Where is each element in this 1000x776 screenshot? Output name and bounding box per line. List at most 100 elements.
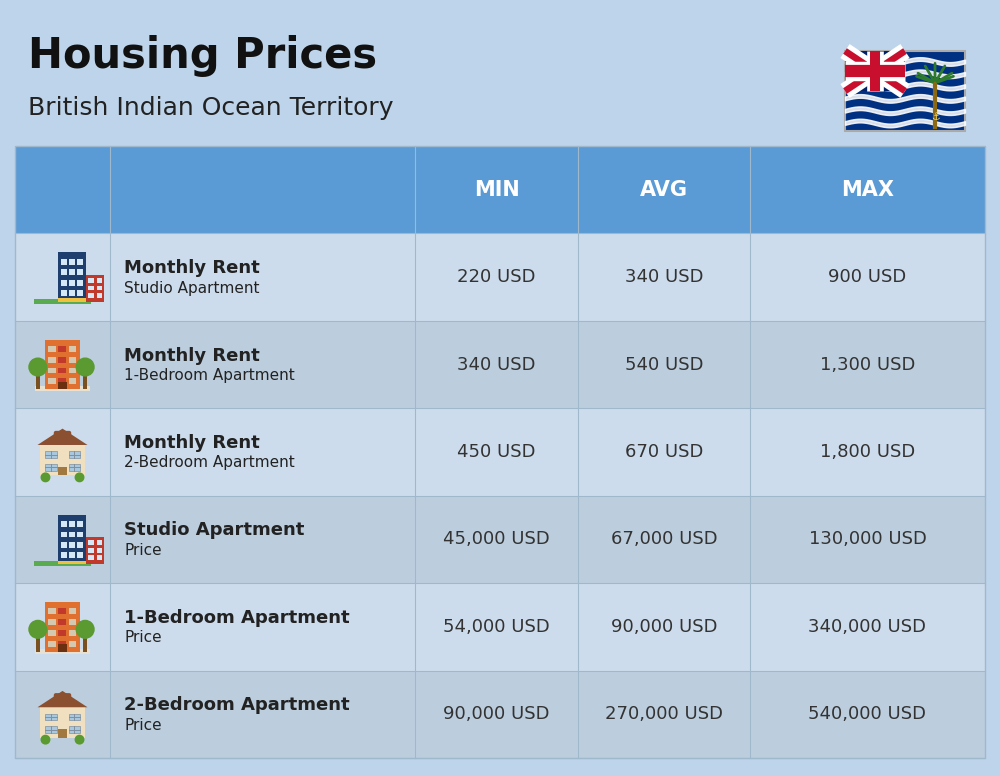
Text: 90,000 USD: 90,000 USD: [611, 618, 717, 636]
FancyBboxPatch shape: [48, 608, 56, 614]
FancyBboxPatch shape: [88, 541, 94, 546]
FancyBboxPatch shape: [77, 521, 83, 527]
FancyBboxPatch shape: [58, 560, 86, 564]
FancyBboxPatch shape: [77, 259, 83, 265]
FancyBboxPatch shape: [61, 521, 67, 527]
FancyBboxPatch shape: [61, 279, 67, 286]
FancyBboxPatch shape: [15, 408, 985, 496]
FancyBboxPatch shape: [61, 532, 67, 538]
FancyBboxPatch shape: [48, 379, 56, 384]
FancyBboxPatch shape: [58, 641, 66, 646]
FancyBboxPatch shape: [45, 726, 57, 733]
Text: 1-Bedroom Apartment: 1-Bedroom Apartment: [124, 368, 295, 383]
FancyBboxPatch shape: [83, 634, 87, 652]
FancyBboxPatch shape: [69, 608, 76, 614]
Text: Monthly Rent: Monthly Rent: [124, 347, 260, 365]
FancyBboxPatch shape: [54, 693, 71, 706]
FancyBboxPatch shape: [77, 542, 83, 548]
Text: 340,000 USD: 340,000 USD: [808, 618, 926, 636]
FancyBboxPatch shape: [77, 269, 83, 275]
Text: 2-Bedroom Apartment: 2-Bedroom Apartment: [124, 696, 350, 714]
Text: 540,000 USD: 540,000 USD: [808, 705, 926, 723]
Text: 130,000 USD: 130,000 USD: [809, 531, 926, 549]
FancyBboxPatch shape: [88, 293, 94, 298]
Text: 90,000 USD: 90,000 USD: [443, 705, 550, 723]
FancyBboxPatch shape: [36, 634, 40, 652]
FancyBboxPatch shape: [845, 51, 965, 131]
FancyBboxPatch shape: [48, 368, 56, 373]
FancyBboxPatch shape: [69, 641, 76, 646]
FancyBboxPatch shape: [77, 553, 83, 558]
FancyBboxPatch shape: [88, 286, 94, 290]
FancyBboxPatch shape: [58, 382, 67, 390]
FancyBboxPatch shape: [58, 644, 67, 652]
Text: MAX: MAX: [841, 180, 894, 199]
FancyBboxPatch shape: [69, 259, 75, 265]
Text: 340 USD: 340 USD: [457, 355, 536, 373]
FancyBboxPatch shape: [69, 532, 75, 538]
FancyBboxPatch shape: [48, 641, 56, 646]
Text: 1,300 USD: 1,300 USD: [820, 355, 915, 373]
FancyBboxPatch shape: [45, 602, 80, 652]
FancyBboxPatch shape: [69, 357, 76, 362]
Circle shape: [75, 736, 84, 744]
Text: 2-Bedroom Apartment: 2-Bedroom Apartment: [124, 456, 295, 470]
FancyBboxPatch shape: [61, 269, 67, 275]
FancyBboxPatch shape: [88, 555, 94, 560]
FancyBboxPatch shape: [58, 630, 66, 636]
FancyBboxPatch shape: [69, 553, 75, 558]
FancyBboxPatch shape: [86, 537, 104, 564]
FancyBboxPatch shape: [97, 541, 102, 546]
Circle shape: [29, 621, 47, 638]
Text: AVG: AVG: [640, 180, 688, 199]
FancyBboxPatch shape: [69, 279, 75, 286]
FancyBboxPatch shape: [58, 346, 66, 352]
FancyBboxPatch shape: [58, 619, 66, 625]
Text: 1-Bedroom Apartment: 1-Bedroom Apartment: [124, 609, 350, 627]
FancyBboxPatch shape: [58, 298, 86, 302]
Text: 1,800 USD: 1,800 USD: [820, 443, 915, 461]
FancyBboxPatch shape: [48, 630, 56, 636]
FancyBboxPatch shape: [69, 346, 76, 352]
FancyBboxPatch shape: [34, 561, 91, 566]
FancyBboxPatch shape: [97, 548, 102, 553]
FancyBboxPatch shape: [69, 619, 76, 625]
FancyBboxPatch shape: [58, 357, 66, 362]
Circle shape: [41, 736, 50, 744]
Circle shape: [41, 473, 50, 482]
Text: 340 USD: 340 USD: [625, 268, 703, 286]
Text: 220 USD: 220 USD: [457, 268, 536, 286]
FancyBboxPatch shape: [15, 146, 985, 234]
FancyBboxPatch shape: [48, 346, 56, 352]
FancyBboxPatch shape: [15, 496, 985, 583]
Circle shape: [29, 359, 47, 376]
FancyBboxPatch shape: [61, 290, 67, 296]
FancyBboxPatch shape: [45, 452, 57, 458]
FancyBboxPatch shape: [61, 553, 67, 558]
Circle shape: [76, 621, 94, 638]
Text: 540 USD: 540 USD: [625, 355, 703, 373]
FancyBboxPatch shape: [69, 379, 76, 384]
Text: 67,000 USD: 67,000 USD: [611, 531, 717, 549]
FancyBboxPatch shape: [69, 452, 80, 458]
FancyBboxPatch shape: [58, 608, 66, 614]
Text: British Indian Ocean Territory: British Indian Ocean Territory: [28, 96, 394, 120]
FancyBboxPatch shape: [58, 252, 86, 302]
FancyBboxPatch shape: [69, 542, 75, 548]
Text: 900 USD: 900 USD: [828, 268, 907, 286]
FancyBboxPatch shape: [61, 542, 67, 548]
FancyBboxPatch shape: [69, 464, 80, 471]
FancyBboxPatch shape: [45, 340, 80, 390]
FancyBboxPatch shape: [58, 514, 86, 564]
Circle shape: [75, 473, 84, 482]
Text: ⚓: ⚓: [931, 112, 939, 122]
FancyBboxPatch shape: [77, 279, 83, 286]
FancyBboxPatch shape: [97, 555, 102, 560]
Text: Monthly Rent: Monthly Rent: [124, 434, 260, 452]
FancyBboxPatch shape: [35, 649, 90, 653]
Text: Housing Prices: Housing Prices: [28, 35, 377, 77]
Text: 450 USD: 450 USD: [457, 443, 536, 461]
FancyBboxPatch shape: [48, 619, 56, 625]
Text: Studio Apartment: Studio Apartment: [124, 281, 260, 296]
FancyBboxPatch shape: [69, 630, 76, 636]
